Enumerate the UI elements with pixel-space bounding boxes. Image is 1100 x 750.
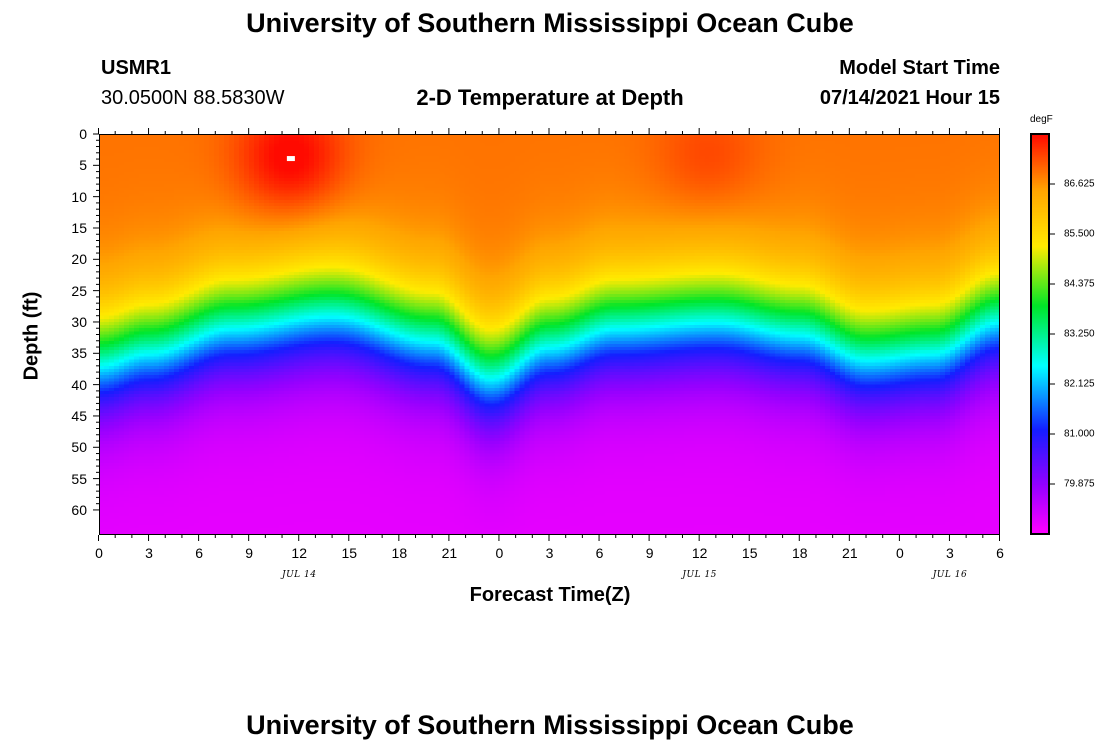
page-title: University of Southern Mississippi Ocean… [246, 8, 854, 38]
colorbar-tick-label: 83.250 [1064, 328, 1095, 340]
colorbar-tick-label: 79.875 [1064, 478, 1095, 490]
y-tick-label: 25 [71, 282, 87, 299]
station-coords: 30.0500N 88.5830W [101, 87, 285, 109]
x-tick-label: 21 [842, 545, 858, 561]
x-tick-label: 15 [741, 545, 758, 561]
x-tick-label: 6 [996, 545, 1004, 561]
max-temp-marker [286, 156, 295, 162]
y-tick-label: 5 [79, 157, 87, 174]
date-label: JUL 15 [682, 570, 717, 580]
y-axis-title: Depth (ft) [20, 291, 43, 381]
x-tick-label: 3 [545, 545, 554, 561]
x-tick-label: 6 [595, 545, 604, 561]
colorbar-tick-label: 81.000 [1064, 428, 1095, 440]
x-tick-label: 6 [195, 545, 204, 561]
x-tick-label: 12 [691, 545, 708, 561]
x-tick-label: 3 [145, 545, 153, 561]
y-tick-label: 35 [71, 345, 87, 362]
x-tick-label: 0 [95, 545, 103, 561]
x-axis-title: Forecast Time(Z) [469, 584, 631, 606]
date-label: JUL 14 [281, 570, 317, 580]
colorbar [1031, 134, 1049, 534]
y-tick-label: 60 [71, 501, 87, 518]
x-tick-label: 15 [341, 545, 358, 561]
x-tick-label: 21 [441, 545, 458, 561]
y-tick-label: 50 [71, 439, 87, 456]
x-tick-label: 12 [291, 545, 308, 561]
colorbar-units: degF [1030, 114, 1053, 125]
y-tick-label: 30 [71, 313, 87, 330]
x-tick-label: 18 [791, 545, 808, 561]
y-tick-label: 20 [71, 251, 87, 268]
y-tick-label: 10 [71, 188, 87, 205]
x-tick-label: 18 [391, 545, 408, 561]
colorbar-tick-label: 82.125 [1064, 378, 1095, 390]
colorbar-tick-label: 85.500 [1064, 228, 1095, 240]
model-start-label: Model Start Time [839, 57, 1000, 79]
y-tick-label: 55 [71, 470, 87, 487]
station-id: USMR1 [101, 57, 172, 79]
x-tick-label: 9 [245, 545, 254, 561]
colorbar-tick-label: 86.625 [1064, 178, 1095, 190]
plot-title: 2-D Temperature at Depth [416, 85, 684, 110]
model-start-value: 07/14/2021 Hour 15 [819, 87, 1000, 109]
y-tick-label: 0 [79, 126, 87, 142]
temperature-heatmap [99, 134, 1000, 535]
x-tick-label: 3 [946, 545, 954, 561]
footer-title: University of Southern Mississippi Ocean… [246, 710, 854, 740]
colorbar-tick-label: 84.375 [1064, 278, 1095, 290]
x-tick-label: 0 [495, 545, 504, 561]
date-label: JUL 16 [932, 570, 968, 580]
y-tick-label: 40 [71, 376, 87, 393]
x-tick-label: 0 [895, 545, 904, 561]
y-tick-label: 45 [71, 407, 87, 424]
y-tick-label: 15 [71, 219, 87, 236]
x-tick-label: 9 [645, 545, 654, 561]
